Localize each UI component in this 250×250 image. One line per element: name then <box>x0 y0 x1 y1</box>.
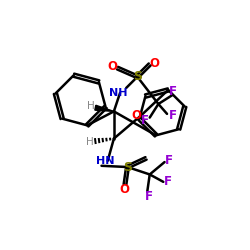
Text: F: F <box>145 190 153 203</box>
Text: O: O <box>132 109 141 122</box>
Polygon shape <box>95 105 114 112</box>
Text: F: F <box>164 175 172 188</box>
Text: NH: NH <box>109 88 127 98</box>
Text: F: F <box>169 85 177 98</box>
Text: H: H <box>86 136 94 146</box>
Text: F: F <box>168 108 176 122</box>
Text: HN: HN <box>96 156 115 166</box>
Text: O: O <box>150 57 160 70</box>
Text: S: S <box>123 160 132 173</box>
Text: H: H <box>86 102 94 112</box>
Text: O: O <box>108 60 118 74</box>
Text: S: S <box>133 70 142 83</box>
Text: F: F <box>165 154 173 167</box>
Text: F: F <box>141 114 149 126</box>
Text: O: O <box>120 183 130 196</box>
